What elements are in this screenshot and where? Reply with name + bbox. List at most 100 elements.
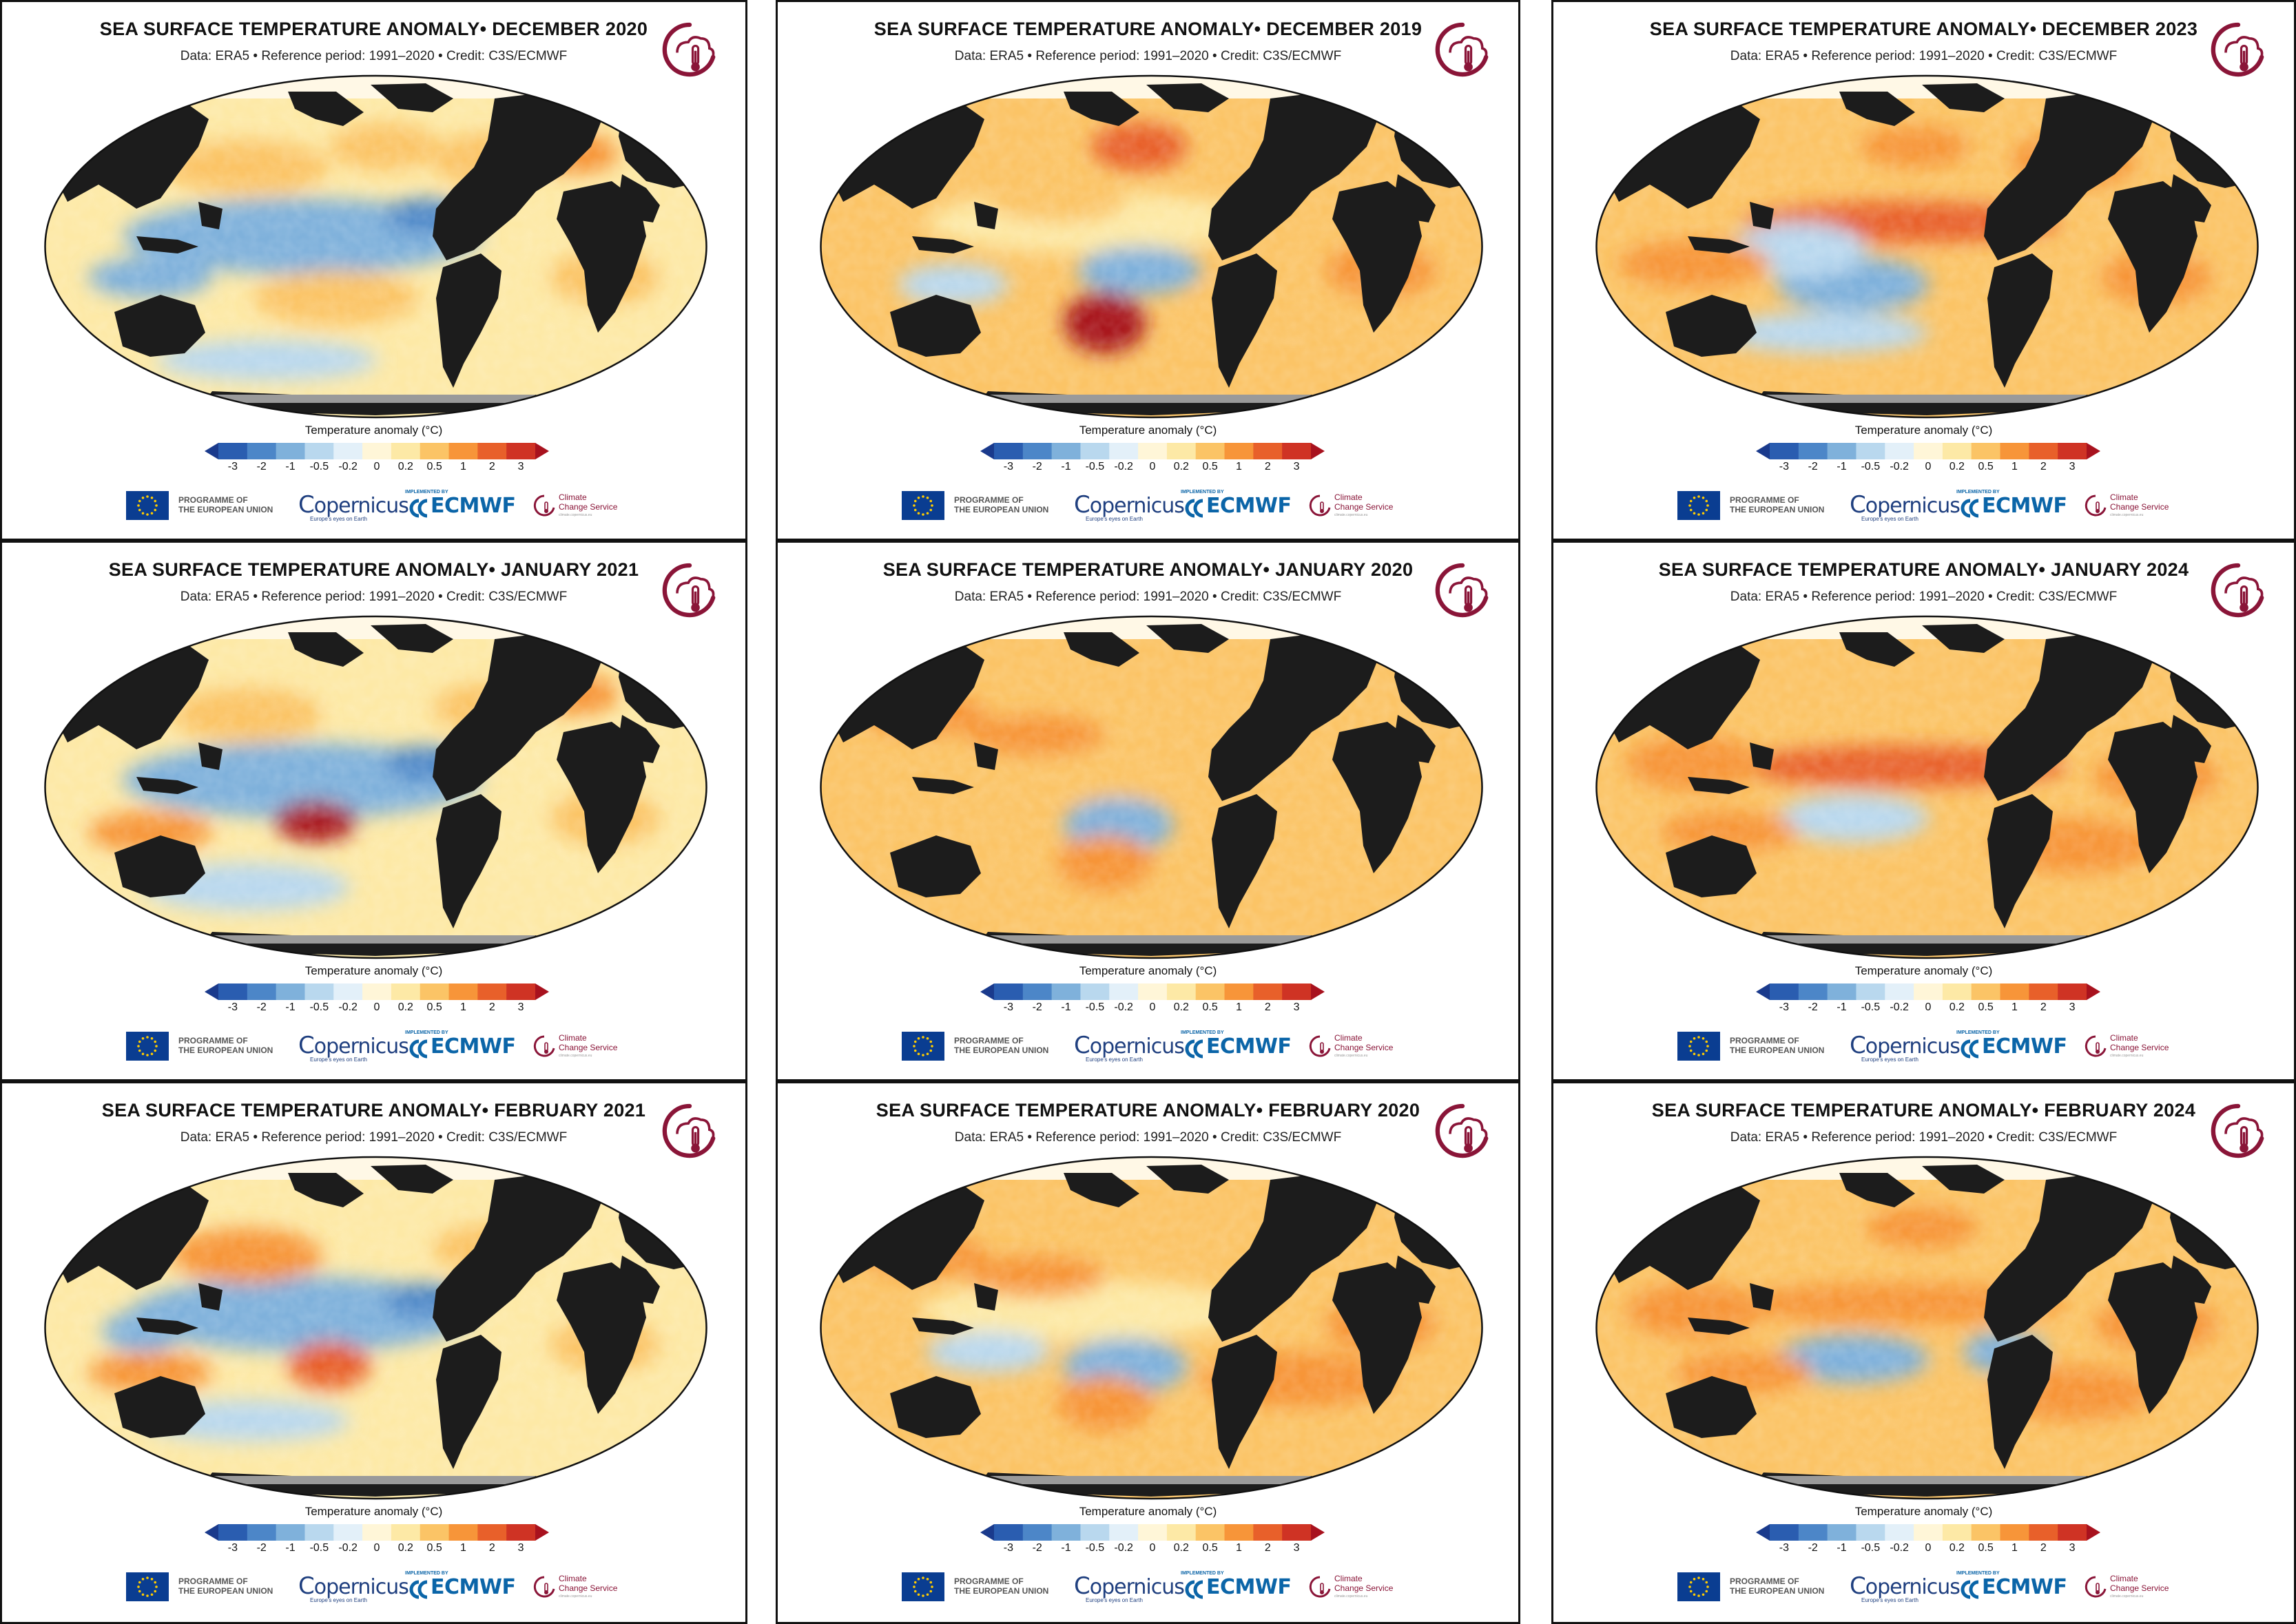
eu-star [922, 1036, 924, 1039]
landmass [912, 777, 974, 794]
sst-anomaly-map [44, 615, 707, 959]
landmass [890, 295, 981, 357]
eu-star [1705, 499, 1708, 503]
colorbar-segment [1885, 983, 1914, 1000]
colorbar-segment [477, 983, 507, 1000]
eu-star [1693, 512, 1696, 515]
ecmwf-wordmark: ECMWF [1982, 494, 2067, 518]
landmass [1394, 174, 1436, 222]
colorbar-tick-label: 0.2 [1949, 461, 1965, 472]
implemented-by-label: IMPLEMENTED BY [1181, 490, 1224, 495]
colorbar [980, 983, 1325, 1000]
eu-star [1702, 512, 1705, 515]
landmass [436, 253, 501, 388]
landmass [371, 1165, 453, 1194]
landmass [890, 1376, 981, 1438]
eu-star [155, 1585, 158, 1588]
colorbar-segment [1195, 1524, 1225, 1541]
eu-star [926, 1577, 929, 1581]
colorbar-segment [1166, 1524, 1197, 1541]
sst-anomaly-map [1595, 1156, 2259, 1500]
colorbar-segment [333, 983, 363, 1000]
colorbar-segment [1942, 983, 1972, 1000]
eu-star [1693, 1037, 1696, 1040]
ecmwf-logo-icon [1961, 1580, 1979, 1599]
colorbar-segment [506, 983, 536, 1000]
landmass [1666, 295, 1757, 357]
colorbar-segment [506, 443, 536, 459]
eu-flag-icon [126, 1032, 169, 1061]
colorbar-segment [304, 983, 334, 1000]
colorbar-segment [1856, 1524, 1885, 1541]
implemented-by-label: IMPLEMENTED BY [1181, 1571, 1224, 1576]
colorbar-segment [1827, 1524, 1857, 1541]
eu-star [155, 504, 158, 507]
panel-title: SEA SURFACE TEMPERATURE ANOMALY• FEBRUAR… [876, 1100, 1420, 1121]
copernicus-tagline: Europe's eyes on Earth [310, 1597, 367, 1603]
antarctic-ice [988, 1476, 1312, 1484]
landmass [1922, 624, 2005, 653]
colorbar-tick-label: 2 [488, 1542, 495, 1554]
colorbar-segment [1166, 443, 1197, 459]
landmass [1394, 715, 1436, 763]
colorbar-tick-label: -0.2 [1114, 461, 1133, 472]
c3s-thermometer-logo-icon [1435, 22, 1489, 77]
eu-star [141, 496, 145, 499]
colorbar-segment [1109, 1524, 1139, 1541]
eu-programme-label: PROGRAMME OF THE EUROPEAN UNION [954, 1036, 1049, 1055]
colorbar-tick-label: 3 [2069, 461, 2076, 472]
colorbar-segment [448, 983, 478, 1000]
eu-star [922, 1594, 924, 1597]
landmass [288, 92, 364, 126]
colorbar-tick-label: 1 [460, 1542, 466, 1554]
colorbar-segment [391, 1524, 421, 1541]
eu-star [150, 1037, 154, 1040]
colorbar-segment [218, 983, 248, 1000]
landmass [557, 722, 646, 873]
colorbar-segment [276, 983, 305, 1000]
colorbar-tick-label: -0.5 [1085, 461, 1105, 472]
climate-change-service-label: Climate Change Service [559, 1574, 618, 1593]
colorbar-tick-label: 3 [517, 1001, 524, 1013]
sst-anomaly-map [1595, 615, 2259, 959]
colorbar-title: Temperature anomaly (°C) [1854, 964, 1993, 977]
ccs-url: climate.copernicus.eu [559, 1594, 592, 1599]
colorbar-title: Temperature anomaly (°C) [1079, 1505, 1217, 1518]
colorbar-segment [1109, 443, 1139, 459]
eu-star [154, 1581, 157, 1584]
eu-star [926, 1037, 929, 1040]
ecmwf-logo-icon [1185, 1580, 1203, 1599]
colorbar-tick-label: -3 [227, 1542, 238, 1554]
landmass [1146, 83, 1229, 112]
colorbar-tick-label: 0 [1149, 461, 1156, 472]
colorbar-tick-label: -1 [1061, 1542, 1071, 1554]
landmass [1064, 1173, 1139, 1207]
c3s-thermometer-logo-icon [1435, 1103, 1489, 1158]
colorbar-segment [1856, 983, 1885, 1000]
colorbar-tick-label: -1 [285, 1542, 296, 1554]
c3s-thermometer-logo-icon [2211, 1103, 2264, 1158]
eu-star [150, 1577, 154, 1581]
landmass [1688, 1318, 1750, 1335]
panel-subtitle: Data: ERA5 • Reference period: 1991–2020… [1730, 1130, 2118, 1145]
colorbar [1756, 1524, 2100, 1541]
colorbar-tick-label: 0.2 [397, 1542, 413, 1554]
climate-change-service-label: Climate Change Service [2110, 492, 2169, 512]
eu-programme-label: PROGRAMME OF THE EUROPEAN UNION [178, 495, 273, 514]
colorbar-segment [1080, 983, 1110, 1000]
landmass [2170, 715, 2211, 763]
eu-star [1705, 1590, 1708, 1593]
landmass [619, 1256, 660, 1304]
eu-star [154, 1040, 157, 1043]
landmass [890, 835, 981, 897]
climate-change-service-logo-icon [1309, 1035, 1331, 1057]
copernicus-logo: Copernicus [1850, 1032, 1961, 1059]
colorbar-ticks: -3 -2 -1 -0.5 -0.2 0 0.2 0.5 1 2 3 [1553, 1083, 2076, 1554]
landmass [114, 1376, 205, 1438]
map-panel-9: SEA SURFACE TEMPERATURE ANOMALY• FEBRUAR… [1551, 1081, 2296, 1624]
ecmwf-logo-icon [409, 1039, 428, 1059]
eu-star [141, 512, 145, 515]
logo-footer: PROGRAMME OF THE EUROPEAN UNION Copernicu… [2, 488, 745, 530]
colorbar-min-arrow [1756, 443, 1770, 459]
climate-change-service-label: Climate Change Service [559, 492, 618, 512]
